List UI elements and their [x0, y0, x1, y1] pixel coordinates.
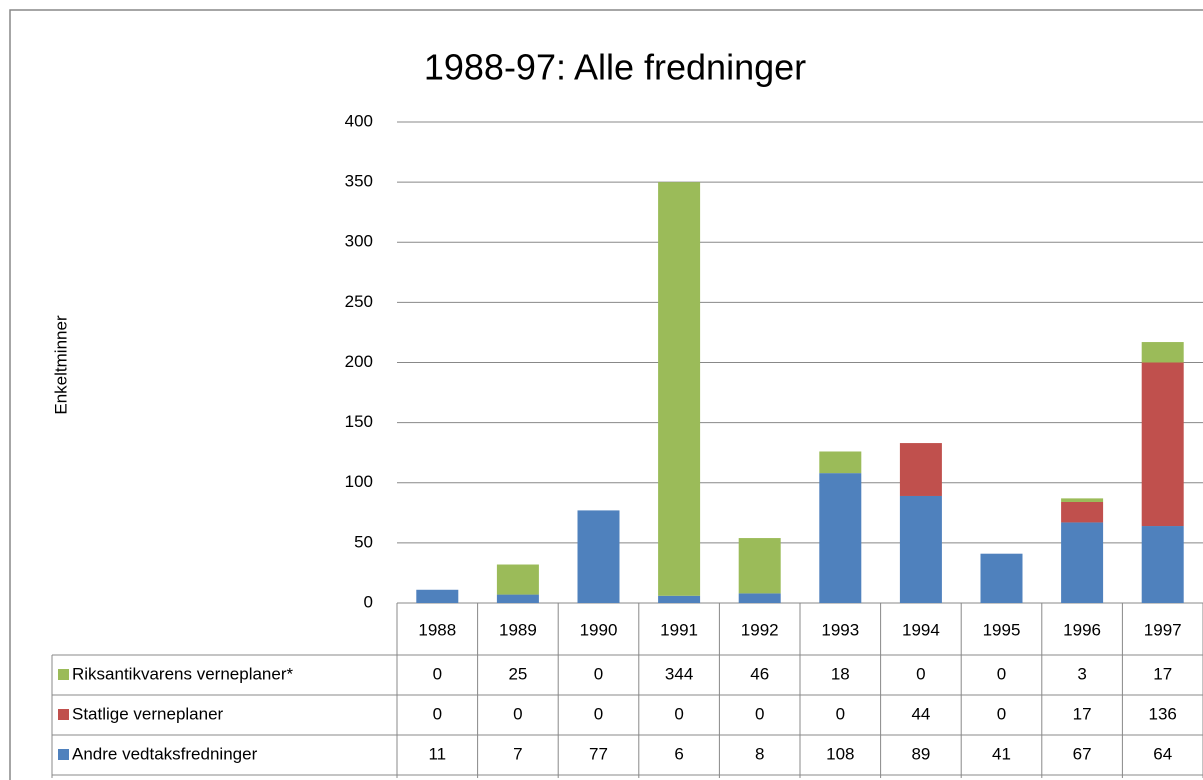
y-tick-label: 400	[345, 111, 373, 130]
bar-segment	[1061, 498, 1104, 502]
legend-swatch	[58, 669, 69, 680]
legend-label: Andre vedtaksfredninger	[72, 744, 258, 763]
table-value: 44	[911, 704, 930, 723]
table-value: 0	[594, 664, 603, 683]
x-tick-label: 1995	[983, 620, 1021, 639]
y-tick-label: 300	[345, 232, 373, 251]
x-tick-label: 1990	[580, 620, 618, 639]
y-tick-label: 100	[345, 472, 373, 491]
x-tick-label: 1988	[418, 620, 456, 639]
table-value: 0	[755, 704, 764, 723]
bar-segment	[1061, 501, 1104, 523]
table-value: 41	[992, 744, 1011, 763]
legend-label: Riksantikvarens verneplaner*	[72, 664, 293, 683]
table-value: 17	[1153, 664, 1172, 683]
y-axis-label: Enkeltminner	[51, 315, 70, 415]
table-value: 0	[997, 664, 1006, 683]
bar-segment	[496, 594, 539, 603]
bar-segment	[738, 593, 781, 603]
y-tick-label: 350	[345, 172, 373, 191]
y-tick-label: 150	[345, 412, 373, 431]
table-value: 25	[508, 664, 527, 683]
table-value: 108	[826, 744, 854, 763]
bar-segment	[658, 182, 701, 596]
bar-segment	[819, 451, 862, 474]
bar-segment	[899, 495, 942, 603]
x-tick-label: 1996	[1063, 620, 1101, 639]
table-value: 0	[433, 664, 442, 683]
table-value: 89	[911, 744, 930, 763]
y-tick-label: 0	[364, 592, 373, 611]
table-value: 17	[1073, 704, 1092, 723]
table-value: 0	[433, 704, 442, 723]
x-tick-label: 1992	[741, 620, 779, 639]
bar-segment	[1141, 342, 1184, 363]
legend-swatch	[58, 749, 69, 760]
y-tick-label: 200	[345, 352, 373, 371]
table-value: 0	[513, 704, 522, 723]
legend-swatch	[58, 709, 69, 720]
bar-segment	[980, 553, 1023, 603]
table-value: 46	[750, 664, 769, 683]
chart-title: 1988-97: Alle fredninger	[424, 47, 806, 88]
table-value: 6	[674, 744, 683, 763]
bar-segment	[899, 443, 942, 496]
x-tick-label: 1989	[499, 620, 537, 639]
legend-label: Statlige verneplaner	[72, 704, 224, 723]
table-value: 7	[513, 744, 522, 763]
table-value: 344	[665, 664, 693, 683]
bar-segment	[1061, 522, 1104, 603]
table-value: 0	[594, 704, 603, 723]
bar-segment	[819, 473, 862, 603]
table-value: 64	[1153, 744, 1172, 763]
y-tick-label: 250	[345, 292, 373, 311]
bar-segment	[658, 595, 701, 603]
bar-segment	[416, 589, 459, 603]
chart-frame	[9, 9, 1203, 780]
table-value: 18	[831, 664, 850, 683]
table-value: 0	[836, 704, 845, 723]
bar-segment	[1141, 526, 1184, 603]
x-tick-label: 1997	[1144, 620, 1182, 639]
y-tick-label: 50	[354, 532, 373, 551]
x-tick-label: 1993	[821, 620, 859, 639]
table-value: 67	[1073, 744, 1092, 763]
table-value: 0	[997, 704, 1006, 723]
table-value: 0	[916, 664, 925, 683]
table-value: 77	[589, 744, 608, 763]
table-value: 3	[1077, 664, 1086, 683]
bar-segment	[577, 510, 620, 603]
table-value: 136	[1149, 704, 1177, 723]
table-value: 11	[428, 744, 446, 763]
table-value: 0	[674, 704, 683, 723]
bar-segment	[496, 564, 539, 595]
x-tick-label: 1991	[660, 620, 698, 639]
bar-segment	[1141, 362, 1184, 527]
bar-segment	[738, 538, 781, 594]
x-tick-label: 1994	[902, 620, 940, 639]
table-value: 8	[755, 744, 764, 763]
